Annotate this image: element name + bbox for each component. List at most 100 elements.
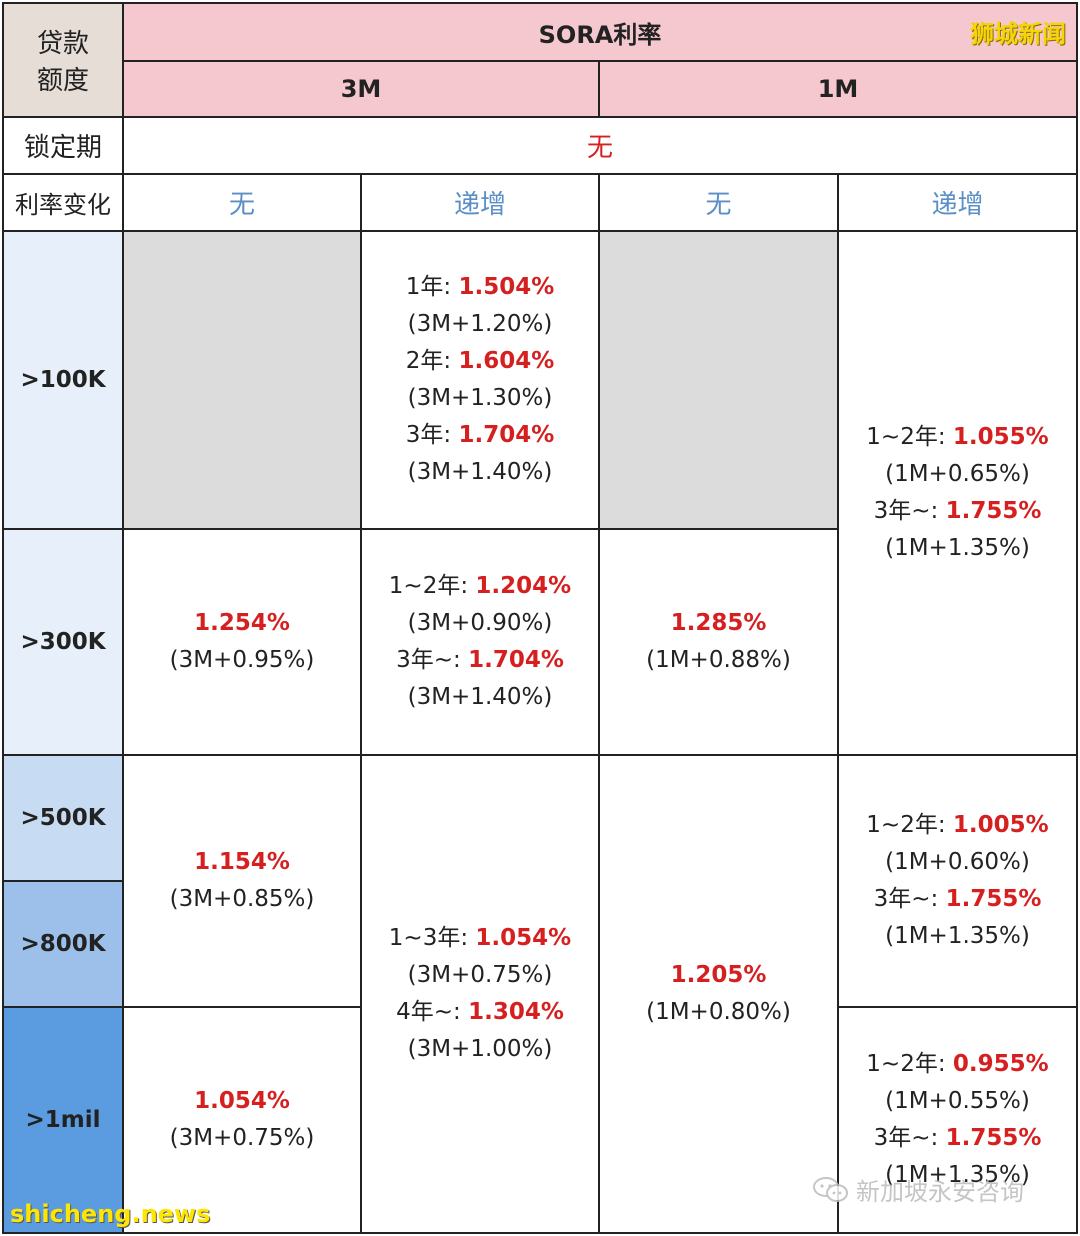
rate-line-label: (3M+0.85%) (169, 886, 315, 912)
watermark-wechat-text: 新加坡永安咨询 (856, 1178, 1024, 1206)
rate-line: (1M+1.35%) (885, 1157, 1030, 1194)
cell-100k-3m-none (122, 230, 362, 530)
rate-change-1m-step-text: 递增 (931, 190, 984, 220)
rate-line-label: 3年~: (873, 886, 946, 912)
rate-line-label: (3M+1.00%) (407, 1036, 553, 1062)
sora-rate-header-label: SORA利率 (538, 20, 662, 49)
rate-line: (3M+0.95%) (170, 642, 315, 679)
loan-amount-header: 贷款 额度 (2, 2, 124, 118)
rate-change-1m-step: 递增 (837, 173, 1078, 232)
rate-line-label: (3M+1.40%) (407, 684, 553, 710)
rate-line: (3M+1.30%) (408, 380, 553, 417)
rate-line: 1~2年: 0.955% (866, 1046, 1048, 1083)
rate-value: 1.755% (945, 1125, 1042, 1151)
rate-value: 1.205% (670, 962, 767, 988)
rate-line-label: (3M+0.95%) (169, 647, 315, 673)
rate-change-1m-none: 无 (598, 173, 839, 232)
rate-value: 0.955% (952, 1051, 1049, 1077)
rate-line-label: (1M+0.55%) (885, 1088, 1030, 1114)
rate-change-label: 利率变化 (2, 173, 124, 232)
rate-line-label: (1M+1.35%) (885, 923, 1030, 949)
lock-period-value-text: 无 (586, 133, 613, 163)
rate-value: 1.054% (475, 925, 572, 951)
rate-value: 1.204% (475, 573, 572, 599)
rate-line-label: (1M+1.35%) (885, 1162, 1030, 1188)
rate-line-label: (3M+1.20%) (407, 311, 553, 337)
rate-line: 1~2年: 1.005% (866, 807, 1048, 844)
tier-500k-label: >500K (20, 805, 106, 831)
rate-line: 4年~: 1.304% (396, 994, 564, 1031)
rate-change-label-text: 利率变化 (15, 191, 111, 219)
cell-500k-800k-3m-none: 1.154% (3M+0.85%) (122, 754, 362, 1008)
rate-line-label: (1M+0.88%) (646, 647, 791, 673)
cell-500k-plus-1m-none: 1.205% (1M+0.80%) (598, 754, 839, 1234)
rate-change-3m-step-text: 递增 (453, 190, 506, 220)
rate-line: 1.254% (194, 605, 290, 642)
loan-amount-header-line1: 贷款 (36, 29, 89, 59)
rate-line: 1~2年: 1.055% (866, 419, 1048, 456)
tier-100k: >100K (2, 230, 124, 530)
rate-value: 1.055% (952, 424, 1049, 450)
rate-value: 1.504% (458, 274, 555, 300)
rate-line-label: 3年: (405, 422, 459, 448)
lock-period-label: 锁定期 (2, 116, 124, 175)
rate-value: 1.755% (945, 886, 1042, 912)
rate-value: 1.054% (194, 1088, 290, 1114)
rate-line-label: (1M+0.60%) (885, 849, 1030, 875)
cell-100k-300k-1m-step: 1~2年: 1.055% (1M+0.65%) 3年~: 1.755% (1M+1.3… (837, 230, 1078, 756)
rate-line-label: (3M+1.40%) (407, 459, 553, 485)
rate-line-label: (1M+0.80%) (646, 999, 791, 1025)
rate-line-label: (1M+0.65%) (885, 461, 1030, 487)
rate-line: 1.205% (671, 957, 767, 994)
rate-value: 1.704% (458, 422, 555, 448)
rate-value: 1.254% (194, 610, 290, 636)
tier-800k: >800K (2, 880, 124, 1008)
loan-amount-header-line2: 额度 (36, 66, 89, 96)
cell-300k-1m-none: 1.285% (1M+0.88%) (598, 528, 839, 756)
rate-line: (3M+1.40%) (408, 454, 553, 491)
lock-period-label-text: 锁定期 (23, 133, 102, 163)
rate-line: (1M+0.88%) (646, 642, 791, 679)
rate-value: 1.005% (952, 812, 1049, 838)
rate-line: 1年: 1.504% (406, 269, 555, 306)
tier-100k-label: >100K (20, 367, 106, 393)
lock-period-value: 无 (122, 116, 1078, 175)
rate-line: (3M+0.90%) (408, 605, 553, 642)
tier-1mil-label: >1mil (25, 1107, 101, 1133)
rate-line-label: (3M+0.75%) (169, 1125, 315, 1151)
rate-line-label: 1~2年: (866, 424, 953, 450)
tier-500k: >500K (2, 754, 124, 882)
rate-line: (3M+1.40%) (408, 679, 553, 716)
watermark-top-right: 狮城新闻 (970, 20, 1066, 48)
rate-line-label: 1~3年: (388, 925, 476, 951)
rate-line: (1M+0.65%) (885, 456, 1030, 493)
rate-line: (1M+0.55%) (885, 1083, 1030, 1120)
rate-line: 2年: 1.604% (406, 343, 555, 380)
tier-800k-label: >800K (20, 931, 106, 957)
rate-line-label: (1M+1.35%) (885, 535, 1030, 561)
cell-100k-3m-step: 1年: 1.504% (3M+1.20%) 2年: 1.604% (3M+1.30%)… (360, 230, 600, 530)
rate-value: 1.755% (945, 498, 1042, 524)
rate-value: 1.285% (670, 610, 767, 636)
rate-line: 3年~: 1.755% (874, 493, 1042, 530)
sora-3m-header-label: 3M (340, 75, 382, 103)
rate-line: 1.154% (194, 844, 290, 881)
cell-1mil-1m-step: 1~2年: 0.955% (1M+0.55%) 3年~: 1.755% (1M+1.3… (837, 1006, 1078, 1234)
rate-line: (1M+1.35%) (885, 918, 1030, 955)
rate-line: 3年: 1.704% (406, 417, 555, 454)
rate-line-label: (3M+0.90%) (407, 610, 553, 636)
cell-1mil-3m-none: 1.054% (3M+0.75%) (122, 1006, 362, 1234)
cell-100k-1m-none (598, 230, 839, 530)
rate-line-label: 1年: (405, 274, 459, 300)
tier-1mil: >1mil (2, 1006, 124, 1234)
rate-line: (1M+1.35%) (885, 530, 1030, 567)
wechat-icon (813, 1176, 848, 1202)
rate-line: 1.285% (671, 605, 767, 642)
rate-change-3m-step: 递增 (360, 173, 600, 232)
sora-3m-header: 3M (122, 60, 600, 118)
sora-rate-header: SORA利率 (122, 2, 1078, 62)
rate-value: 1.304% (468, 999, 564, 1025)
rate-line-label: 4年~: (396, 999, 469, 1025)
rate-line-label: 2年: (405, 348, 459, 374)
sora-1m-header-label: 1M (817, 75, 859, 103)
